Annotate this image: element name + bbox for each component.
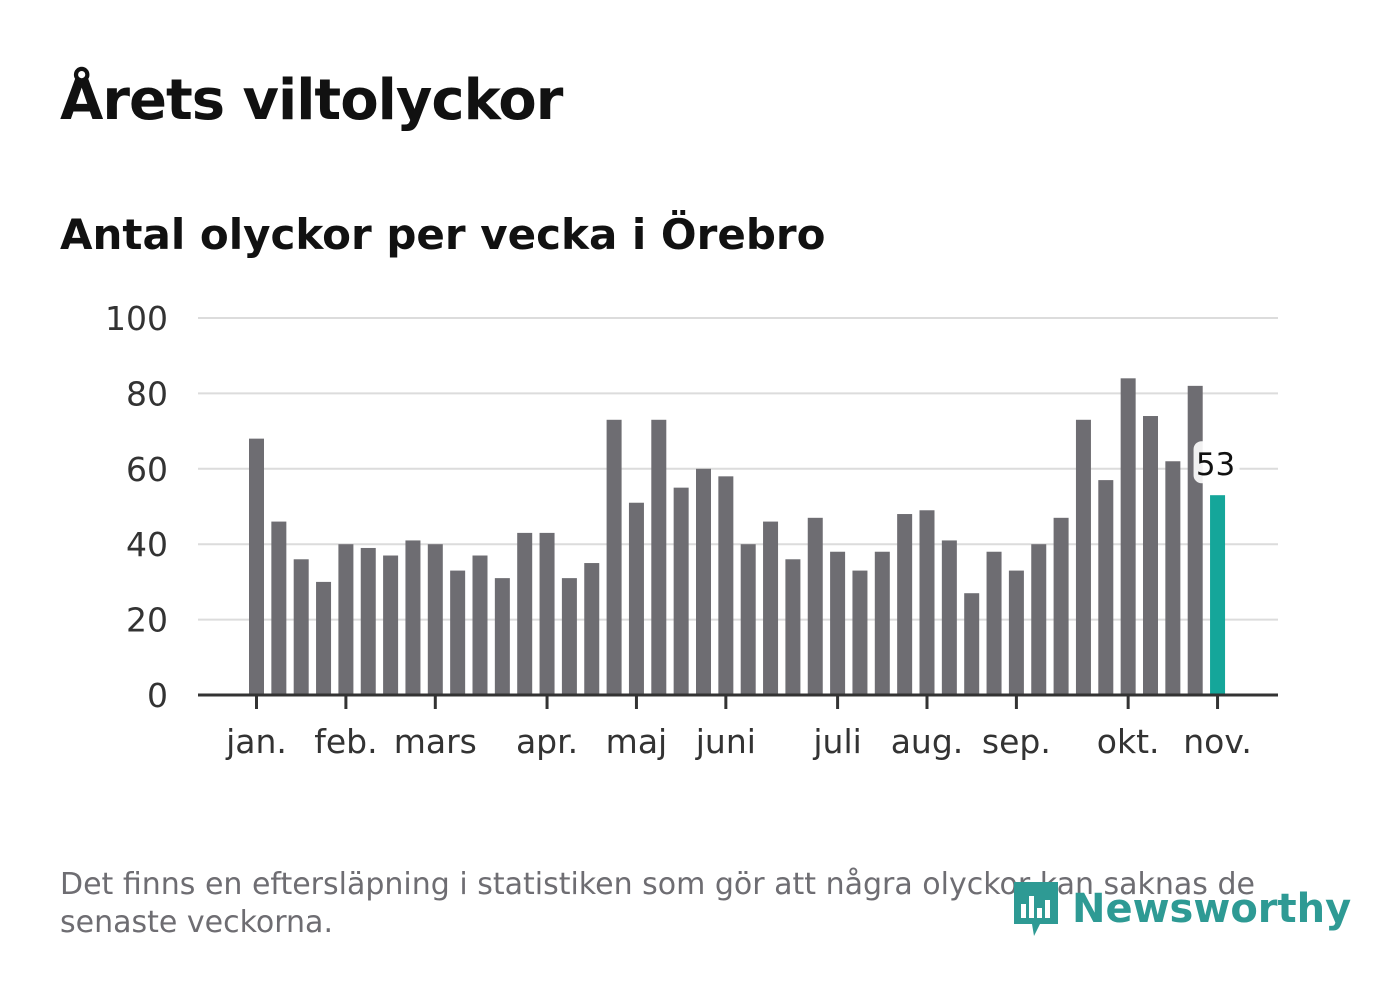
brand-logo: Newsworthy: [1010, 874, 1351, 944]
y-tick-label: 0: [147, 676, 168, 715]
bar: [830, 551, 846, 695]
bar: [1098, 480, 1114, 695]
bar: [897, 514, 913, 695]
x-tick-label: okt.: [1097, 722, 1160, 761]
bar: [584, 563, 600, 695]
bar: [628, 502, 644, 695]
x-tick-label: apr.: [516, 722, 578, 761]
bar: [696, 468, 711, 695]
y-tick-label: 20: [126, 601, 168, 640]
bar: [249, 438, 264, 695]
bar-highlight: [1210, 495, 1226, 695]
gridlines: [198, 317, 1278, 621]
bar: [539, 532, 555, 695]
bar: [673, 487, 689, 695]
bar: [874, 551, 890, 695]
bar: [1165, 461, 1181, 695]
bar: [740, 544, 756, 695]
bar: [651, 419, 667, 695]
bar: [316, 581, 332, 695]
y-axis: 0 20 40 60 80 100: [105, 299, 168, 715]
x-tick-label: feb.: [314, 722, 377, 761]
bar: [338, 544, 354, 695]
y-tick-label: 100: [105, 299, 168, 338]
bar: [941, 540, 957, 695]
bar: [561, 578, 577, 695]
x-tick-label: jan.: [225, 722, 287, 761]
bar: [1120, 378, 1136, 695]
y-tick-label: 40: [126, 525, 168, 564]
bar: [494, 578, 510, 695]
bar: [986, 551, 1002, 695]
bar: [852, 570, 868, 695]
x-axis: jan. feb. mars apr. maj juni juli aug. sep. okt. n…: [198, 693, 1278, 761]
bar: [964, 593, 980, 695]
bar: [785, 559, 801, 695]
x-tick-label: aug.: [891, 722, 964, 761]
x-tick-label: juli: [812, 722, 861, 761]
data-label-background: [1193, 441, 1240, 484]
bar: [1053, 517, 1069, 695]
bar: [427, 544, 443, 695]
bar: [293, 559, 309, 695]
bar: [383, 555, 399, 695]
bar: [1187, 385, 1203, 695]
bar: [1143, 416, 1158, 695]
x-tick-label: nov.: [1183, 722, 1252, 761]
x-tick-label: sep.: [982, 722, 1051, 761]
bar: [1075, 419, 1091, 695]
y-tick-label: 60: [126, 450, 168, 489]
newsworthy-logo-icon: [1014, 882, 1058, 936]
chart-title: Årets viltolyckor: [60, 68, 563, 133]
bar: [472, 555, 488, 695]
bar: [360, 547, 376, 695]
y-tick-label: 80: [126, 374, 168, 413]
x-tick-label: maj: [606, 722, 668, 761]
brand-name: Newsworthy: [1072, 886, 1352, 932]
x-tick-label: juni: [695, 722, 756, 761]
bar: [606, 419, 622, 695]
bar: [763, 521, 779, 695]
data-labels: 53: [1193, 441, 1240, 484]
bar: [517, 532, 533, 695]
bar: [450, 570, 466, 695]
data-label-last-week: 53: [1196, 447, 1235, 483]
x-tick-label: mars: [394, 722, 477, 761]
bar: [919, 510, 935, 695]
chart-subtitle: Antal olyckor per vecka i Örebro: [60, 210, 826, 259]
bar: [1008, 570, 1024, 695]
bar: [718, 476, 734, 695]
bar: [271, 521, 287, 695]
bar: [405, 540, 421, 695]
bar: [807, 517, 823, 695]
bars: [249, 378, 1226, 695]
bar: [1031, 544, 1047, 695]
